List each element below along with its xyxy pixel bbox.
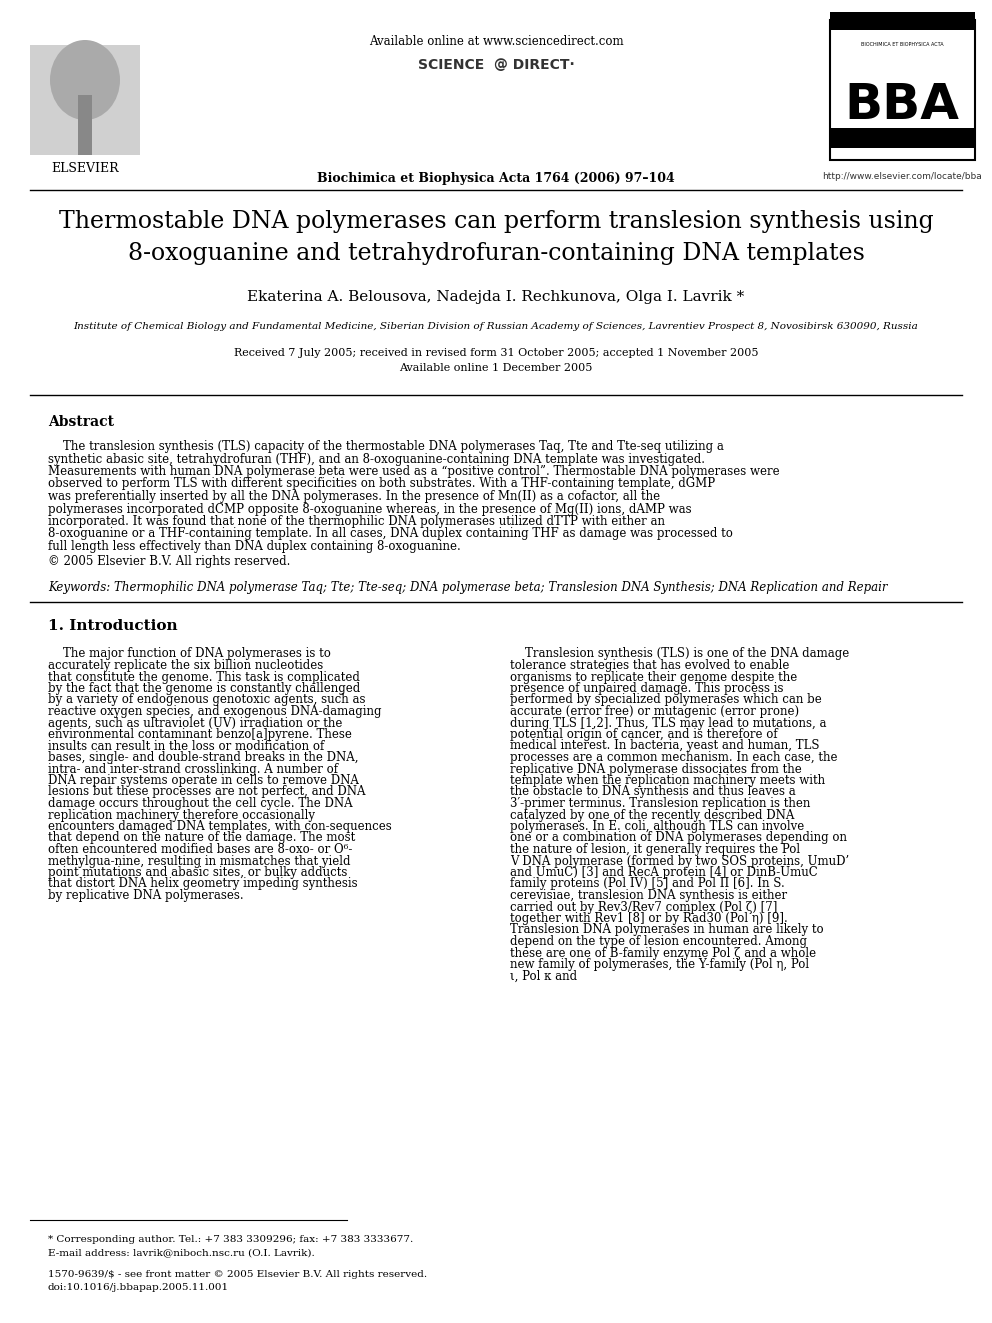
Text: cerevisiae, translesion DNA synthesis is either: cerevisiae, translesion DNA synthesis is… (510, 889, 787, 902)
Text: accurately replicate the six billion nucleotides: accurately replicate the six billion nuc… (48, 659, 323, 672)
Text: agents, such as ultraviolet (UV) irradiation or the: agents, such as ultraviolet (UV) irradia… (48, 717, 342, 729)
Text: template when the replication machinery meets with: template when the replication machinery … (510, 774, 825, 787)
Text: 1. Introduction: 1. Introduction (48, 619, 178, 634)
Text: DNA repair systems operate in cells to remove DNA: DNA repair systems operate in cells to r… (48, 774, 359, 787)
Text: depend on the type of lesion encountered. Among: depend on the type of lesion encountered… (510, 935, 807, 949)
Text: insults can result in the loss or modification of: insults can result in the loss or modifi… (48, 740, 324, 753)
Text: Received 7 July 2005; received in revised form 31 October 2005; accepted 1 Novem: Received 7 July 2005; received in revise… (234, 348, 758, 373)
Text: the obstacle to DNA synthesis and thus leaves a: the obstacle to DNA synthesis and thus l… (510, 786, 796, 799)
Text: * Corresponding author. Tel.: +7 383 3309296; fax: +7 383 3333677.: * Corresponding author. Tel.: +7 383 330… (48, 1234, 414, 1244)
Text: E-mail address: lavrik@niboch.nsc.ru (O.I. Lavrik).: E-mail address: lavrik@niboch.nsc.ru (O.… (48, 1248, 314, 1257)
Text: Thermostable DNA polymerases can perform translesion synthesis using
8-oxoguanin: Thermostable DNA polymerases can perform… (59, 210, 933, 265)
Text: Translesion DNA polymerases in human are likely to: Translesion DNA polymerases in human are… (510, 923, 823, 937)
Text: polymerases incorporated dCMP opposite 8-oxoguanine whereas, in the presence of : polymerases incorporated dCMP opposite 8… (48, 503, 691, 516)
Bar (830, 12, 975, 30)
Text: Measurements with human DNA polymerase beta were used as a “positive control”. T: Measurements with human DNA polymerase b… (48, 464, 780, 478)
Text: Institute of Chemical Biology and Fundamental Medicine, Siberian Division of Rus: Institute of Chemical Biology and Fundam… (73, 321, 919, 331)
Text: during TLS [1,2]. Thus, TLS may lead to mutations, a: during TLS [1,2]. Thus, TLS may lead to … (510, 717, 826, 729)
Text: The major function of DNA polymerases is to: The major function of DNA polymerases is… (48, 647, 331, 660)
Text: http://www.elsevier.com/locate/bba: http://www.elsevier.com/locate/bba (822, 172, 982, 181)
Text: together with Rev1 [8] or by Rad30 (Pol η) [9].: together with Rev1 [8] or by Rad30 (Pol … (510, 912, 788, 925)
Text: ι, Pol κ and: ι, Pol κ and (510, 970, 577, 983)
Text: new family of polymerases, the Y-family (Pol η, Pol: new family of polymerases, the Y-family … (510, 958, 809, 971)
Text: Translesion synthesis (TLS) is one of the DNA damage: Translesion synthesis (TLS) is one of th… (510, 647, 849, 660)
Text: by a variety of endogenous genotoxic agents, such as: by a variety of endogenous genotoxic age… (48, 693, 365, 706)
Text: Available online at www.sciencedirect.com: Available online at www.sciencedirect.co… (369, 34, 623, 48)
Text: family proteins (Pol IV) [5] and Pol II [6]. In S.: family proteins (Pol IV) [5] and Pol II … (510, 877, 785, 890)
Text: that distort DNA helix geometry impeding synthesis: that distort DNA helix geometry impeding… (48, 877, 358, 890)
Text: The translesion synthesis (TLS) capacity of the thermostable DNA polymerases Taq: The translesion synthesis (TLS) capacity… (48, 441, 724, 452)
Text: carried out by Rev3/Rev7 complex (Pol ζ) [7]: carried out by Rev3/Rev7 complex (Pol ζ)… (510, 901, 778, 913)
Bar (830, 20, 975, 160)
Text: incorporated. It was found that none of the thermophilic DNA polymerases utilize: incorporated. It was found that none of … (48, 515, 665, 528)
Text: full length less effectively than DNA duplex containing 8-oxoguanine.: full length less effectively than DNA du… (48, 540, 460, 553)
Text: BIOCHIMICA ET BIOPHYSICA ACTA: BIOCHIMICA ET BIOPHYSICA ACTA (856, 60, 947, 65)
Bar (78, 95, 92, 155)
Text: one or a combination of DNA polymerases depending on: one or a combination of DNA polymerases … (510, 831, 847, 844)
Text: Abstract: Abstract (48, 415, 114, 429)
Text: by replicative DNA polymerases.: by replicative DNA polymerases. (48, 889, 244, 902)
Text: reactive oxygen species, and exogenous DNA-damaging: reactive oxygen species, and exogenous D… (48, 705, 382, 718)
Text: Keywords: Thermophilic DNA polymerase Taq; Tte; Tte-seq; DNA polymerase beta; Tr: Keywords: Thermophilic DNA polymerase Ta… (48, 582, 888, 594)
Text: methylgua-nine, resulting in mismatches that yield: methylgua-nine, resulting in mismatches … (48, 855, 350, 868)
Text: accurate (error free) or mutagenic (error prone): accurate (error free) or mutagenic (erro… (510, 705, 800, 718)
Text: 1570-9639/$ - see front matter © 2005 Elsevier B.V. All rights reserved.: 1570-9639/$ - see front matter © 2005 El… (48, 1270, 428, 1279)
Text: performed by specialized polymerases which can be: performed by specialized polymerases whi… (510, 693, 821, 706)
Text: by the fact that the genome is constantly challenged: by the fact that the genome is constantl… (48, 681, 360, 695)
Text: doi:10.1016/j.bbapap.2005.11.001: doi:10.1016/j.bbapap.2005.11.001 (48, 1283, 229, 1293)
Text: point mutations and abasic sites, or bulky adducts: point mutations and abasic sites, or bul… (48, 867, 347, 878)
Text: lesions but these processes are not perfect, and DNA: lesions but these processes are not perf… (48, 786, 365, 799)
Text: potential origin of cancer, and is therefore of: potential origin of cancer, and is there… (510, 728, 778, 741)
Text: Biochimica et Biophysica Acta 1764 (2006) 97–104: Biochimica et Biophysica Acta 1764 (2006… (317, 172, 675, 185)
Bar (30, 45, 140, 155)
Text: organisms to replicate their genome despite the: organisms to replicate their genome desp… (510, 671, 798, 684)
Text: environmental contaminant benzo[a]pyrene. These: environmental contaminant benzo[a]pyrene… (48, 728, 352, 741)
Text: damage occurs throughout the cell cycle. The DNA: damage occurs throughout the cell cycle.… (48, 796, 352, 810)
Text: BBA: BBA (844, 81, 959, 130)
Text: replication machinery therefore occasionally: replication machinery therefore occasion… (48, 808, 315, 822)
Text: the nature of lesion, it generally requires the Pol: the nature of lesion, it generally requi… (510, 843, 801, 856)
Text: SCIENCE  @ DIRECT·: SCIENCE @ DIRECT· (418, 58, 574, 71)
Text: Ekaterina A. Belousova, Nadejda I. Rechkunova, Olga I. Lavrik *: Ekaterina A. Belousova, Nadejda I. Rechk… (247, 290, 745, 304)
Text: 3′-primer terminus. Translesion replication is then: 3′-primer terminus. Translesion replicat… (510, 796, 810, 810)
Text: often encountered modified bases are 8-oxo- or O⁶-: often encountered modified bases are 8-o… (48, 843, 352, 856)
Text: catalyzed by one of the recently described DNA: catalyzed by one of the recently describ… (510, 808, 795, 822)
Text: encounters damaged DNA templates, with con-sequences: encounters damaged DNA templates, with c… (48, 820, 392, 833)
Text: presence of unpaired damage. This process is: presence of unpaired damage. This proces… (510, 681, 784, 695)
Text: tolerance strategies that has evolved to enable: tolerance strategies that has evolved to… (510, 659, 790, 672)
Text: BIOCHIMICA ET BIOPHYSICA ACTA: BIOCHIMICA ET BIOPHYSICA ACTA (861, 42, 943, 48)
Text: V DNA polymerase (formed by two SOS proteins, UmuD’: V DNA polymerase (formed by two SOS prot… (510, 855, 849, 868)
Text: these are one of B-family enzyme Pol ζ and a whole: these are one of B-family enzyme Pol ζ a… (510, 946, 816, 959)
Text: and UmuC) [3] and RecA protein [4] or DinB-UmuC: and UmuC) [3] and RecA protein [4] or Di… (510, 867, 817, 878)
Text: observed to perform TLS with different specificities on both substrates. With a : observed to perform TLS with different s… (48, 478, 715, 491)
Text: 8-oxoguanine or a THF-containing template. In all cases, DNA duplex containing T: 8-oxoguanine or a THF-containing templat… (48, 528, 733, 541)
Bar (830, 128, 975, 148)
Text: © 2005 Elsevier B.V. All rights reserved.: © 2005 Elsevier B.V. All rights reserved… (48, 554, 291, 568)
Ellipse shape (50, 40, 120, 120)
Text: that constitute the genome. This task is complicated: that constitute the genome. This task is… (48, 671, 360, 684)
Text: ELSEVIER: ELSEVIER (52, 161, 119, 175)
Text: that depend on the nature of the damage. The most: that depend on the nature of the damage.… (48, 831, 355, 844)
Text: replicative DNA polymerase dissociates from the: replicative DNA polymerase dissociates f… (510, 762, 802, 775)
Text: intra- and inter-strand crosslinking. A number of: intra- and inter-strand crosslinking. A … (48, 762, 338, 775)
Text: polymerases. In E. coli, although TLS can involve: polymerases. In E. coli, although TLS ca… (510, 820, 805, 833)
Text: bases, single- and double-strand breaks in the DNA,: bases, single- and double-strand breaks … (48, 751, 358, 763)
Text: synthetic abasic site, tetrahydrofuran (THF), and an 8-oxoguanine-containing DNA: synthetic abasic site, tetrahydrofuran (… (48, 452, 705, 466)
Text: medical interest. In bacteria, yeast and human, TLS: medical interest. In bacteria, yeast and… (510, 740, 819, 753)
Text: was preferentially inserted by all the DNA polymerases. In the presence of Mn(II: was preferentially inserted by all the D… (48, 490, 660, 503)
Text: processes are a common mechanism. In each case, the: processes are a common mechanism. In eac… (510, 751, 837, 763)
